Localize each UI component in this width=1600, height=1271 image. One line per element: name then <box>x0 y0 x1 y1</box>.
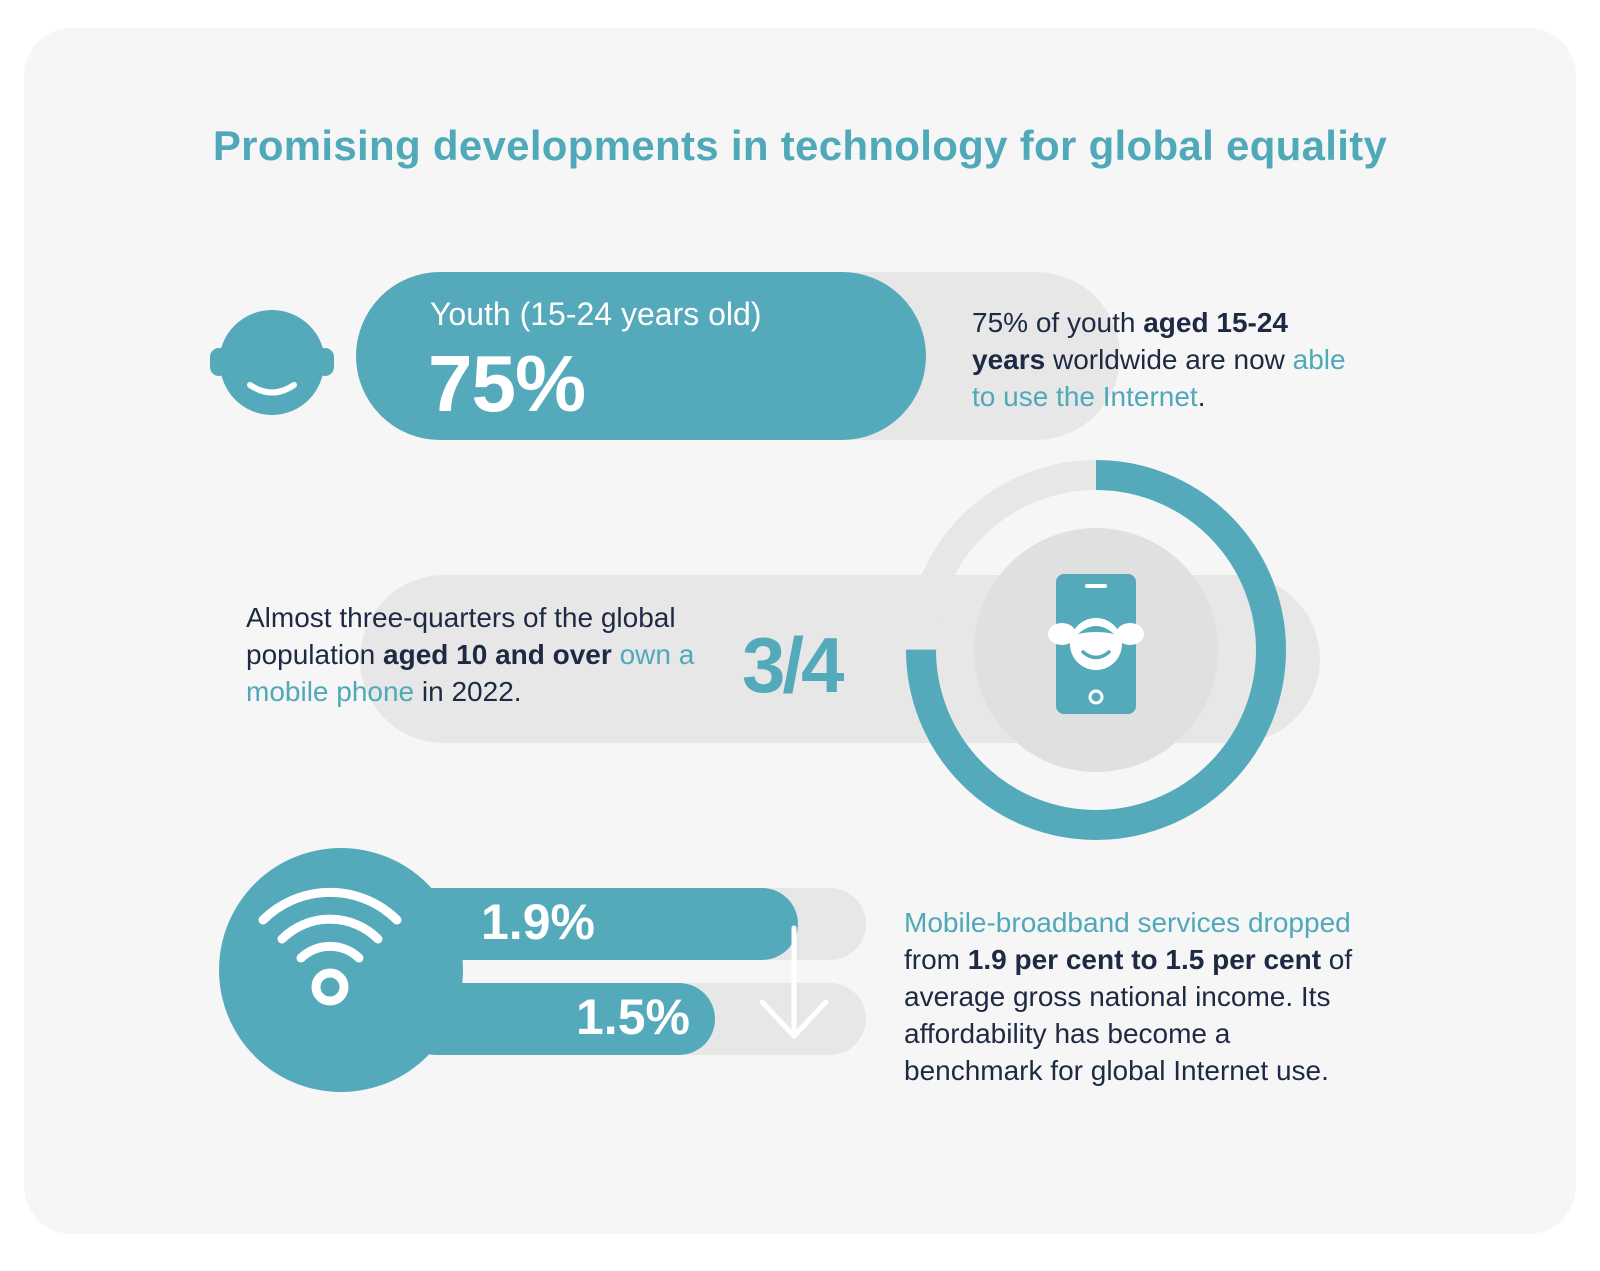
youth-bar-fill <box>356 272 926 440</box>
mobile-desc-bold: aged 10 and over <box>383 639 612 670</box>
mobile-progress-ring <box>906 460 1286 840</box>
ring-fill <box>906 460 1286 840</box>
youth-description: 75% of youth aged 15-24 years worldwide … <box>972 304 1352 415</box>
youth-desc-text: worldwide are now <box>1045 344 1293 375</box>
wifi-badge <box>219 848 463 1092</box>
page-title: Promising developments in technology for… <box>212 122 1388 169</box>
youth-desc-bold: aged 15-24 years <box>972 307 1288 375</box>
youth-label: Youth (15-24 years old) <box>430 296 762 332</box>
youth-desc-text: 75% of youth <box>972 307 1144 338</box>
broadband-desc-highlight: Mobile-broadband services dropped <box>904 907 1351 938</box>
arrow-down-icon <box>758 924 830 1042</box>
broadband-bar-before <box>400 888 798 960</box>
youth-desc-text: . <box>1197 381 1206 412</box>
mobile-desc-text: Almost three-quarters of the global popu… <box>246 602 676 670</box>
broadband-description: Mobile-broadband services dropped from 1… <box>904 904 1374 1089</box>
broadband-value-after: 1.5% <box>576 989 690 1045</box>
wifi-icon <box>258 887 402 1006</box>
youth-percentage: 75% <box>428 339 586 428</box>
youth-face-icon <box>210 300 334 418</box>
broadband-desc-text: from <box>904 944 968 975</box>
mobile-desc-highlight: own a mobile phone <box>246 639 695 707</box>
smartphone-girl-icon <box>1048 574 1144 714</box>
mobile-description: Almost three-quarters of the global popu… <box>246 599 716 710</box>
mobile-desc-text <box>612 639 620 670</box>
mobile-fraction: 3/4 <box>742 621 844 709</box>
broadband-desc-text: of average gross national income. Its af… <box>904 944 1353 1086</box>
youth-desc-highlight: able to use the Internet <box>972 344 1346 412</box>
broadband-value-before: 1.9% <box>481 894 595 950</box>
broadband-desc-bold: 1.9 per cent to 1.5 per cent <box>967 944 1322 975</box>
mobile-desc-text: in 2022. <box>414 676 522 707</box>
